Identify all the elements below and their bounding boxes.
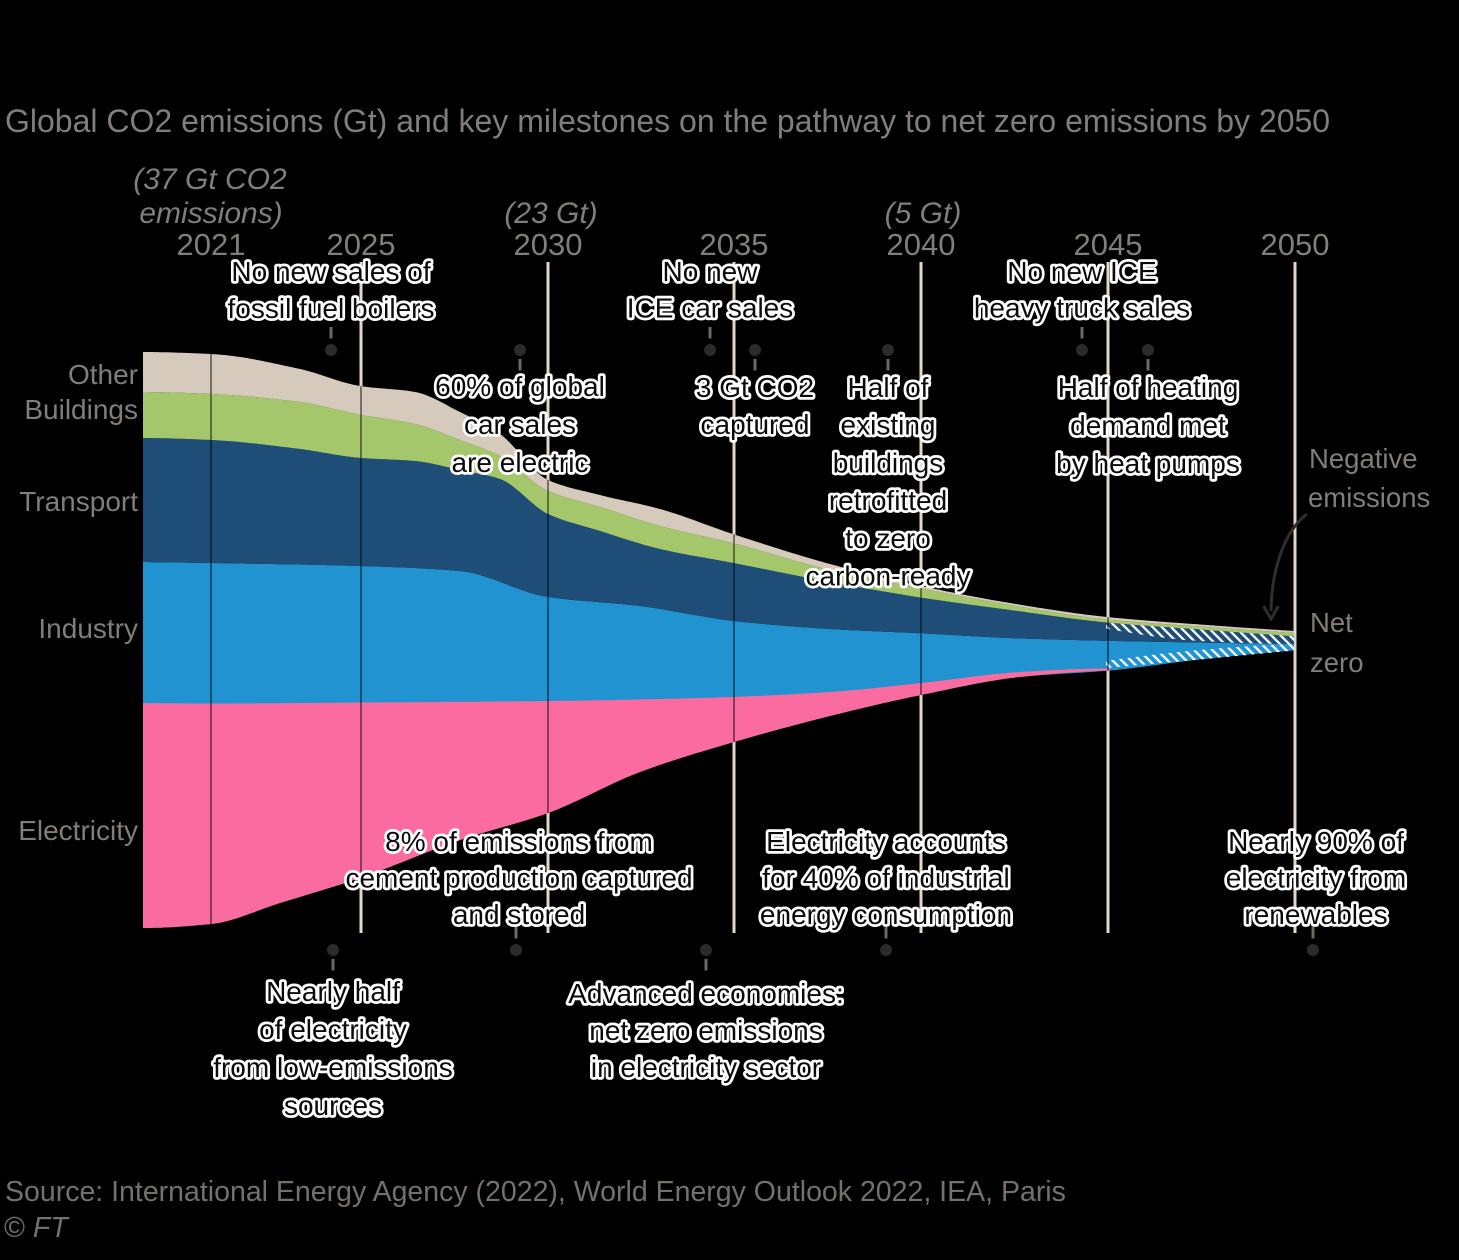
svg-text:for 40% of industrial: for 40% of industrial [762, 863, 1009, 894]
svg-text:Industry: Industry [38, 613, 138, 644]
svg-text:buildings: buildings [833, 447, 944, 478]
svg-text:Nearly half: Nearly half [266, 976, 400, 1007]
svg-text:carbon-ready: carbon-ready [806, 561, 971, 592]
svg-text:electricity from: electricity from [1226, 863, 1406, 894]
svg-text:Half of heating: Half of heating [1058, 372, 1239, 403]
svg-text:and stored: and stored [453, 899, 585, 930]
svg-text:heavy truck sales: heavy truck sales [974, 293, 1190, 324]
svg-text:car sales: car sales [464, 409, 576, 440]
svg-text:by heat pumps: by heat pumps [1056, 448, 1240, 479]
svg-text:No new ICE: No new ICE [1007, 256, 1156, 287]
svg-text:Net: Net [1310, 607, 1353, 638]
svg-text:2050: 2050 [1261, 227, 1330, 262]
svg-text:60% of global: 60% of global [435, 371, 605, 402]
svg-text:emissions: emissions [1308, 482, 1430, 513]
svg-text:cement production captured: cement production captured [345, 863, 692, 894]
svg-text:(5 Gt): (5 Gt) [885, 197, 962, 230]
svg-text:2045: 2045 [1074, 227, 1143, 262]
svg-text:energy consumption: energy consumption [760, 899, 1012, 930]
svg-text:No new: No new [663, 256, 759, 287]
svg-text:captured: captured [701, 409, 810, 440]
svg-text:of electricity: of electricity [259, 1014, 407, 1045]
svg-text:retrofitted: retrofitted [829, 485, 947, 516]
svg-text:(23 Gt): (23 Gt) [504, 197, 597, 230]
svg-text:Transport: Transport [19, 486, 138, 517]
svg-text:renewables: renewables [1244, 899, 1387, 930]
svg-text:Nearly 90% of: Nearly 90% of [1228, 826, 1404, 857]
svg-text:No new sales of: No new sales of [231, 256, 430, 287]
svg-text:sources: sources [284, 1090, 382, 1121]
svg-text:Global CO2 emissions (Gt) and: Global CO2 emissions (Gt) and key milest… [5, 103, 1330, 139]
svg-text:Negative: Negative [1309, 443, 1418, 474]
svg-text:are electric: are electric [452, 447, 589, 478]
svg-text:demand met: demand met [1070, 410, 1226, 441]
svg-text:(37 Gt CO2: (37 Gt CO2 [133, 163, 287, 196]
svg-text:© FT: © FT [4, 1212, 70, 1244]
svg-text:2035: 2035 [700, 227, 769, 262]
svg-text:emissions): emissions) [139, 197, 282, 230]
svg-text:2040: 2040 [887, 227, 956, 262]
svg-text:existing: existing [841, 410, 936, 441]
svg-text:Advanced economies:: Advanced economies: [568, 978, 844, 1009]
svg-text:Half of: Half of [848, 372, 929, 403]
svg-text:Source: International Energy A: Source: International Energy Agency (202… [5, 1176, 1066, 1208]
svg-text:Other: Other [68, 359, 138, 390]
svg-text:8% of emissions from: 8% of emissions from [385, 826, 653, 857]
svg-text:3 Gt CO2: 3 Gt CO2 [696, 372, 814, 403]
svg-text:zero: zero [1310, 647, 1364, 678]
svg-text:2030: 2030 [514, 227, 583, 262]
svg-text:from low-emissions: from low-emissions [213, 1052, 453, 1083]
svg-text:Buildings: Buildings [24, 394, 138, 425]
svg-text:to zero: to zero [845, 523, 931, 554]
svg-text:in electricity sector: in electricity sector [591, 1052, 821, 1083]
svg-text:ICE car sales: ICE car sales [627, 293, 794, 324]
svg-text:2025: 2025 [327, 227, 396, 262]
svg-text:fossil fuel boilers: fossil fuel boilers [228, 293, 435, 324]
svg-text:Electricity: Electricity [18, 815, 138, 846]
svg-text:Electricity accounts: Electricity accounts [766, 826, 1006, 857]
svg-text:net zero emissions: net zero emissions [589, 1015, 822, 1046]
svg-text:2021: 2021 [177, 227, 246, 262]
